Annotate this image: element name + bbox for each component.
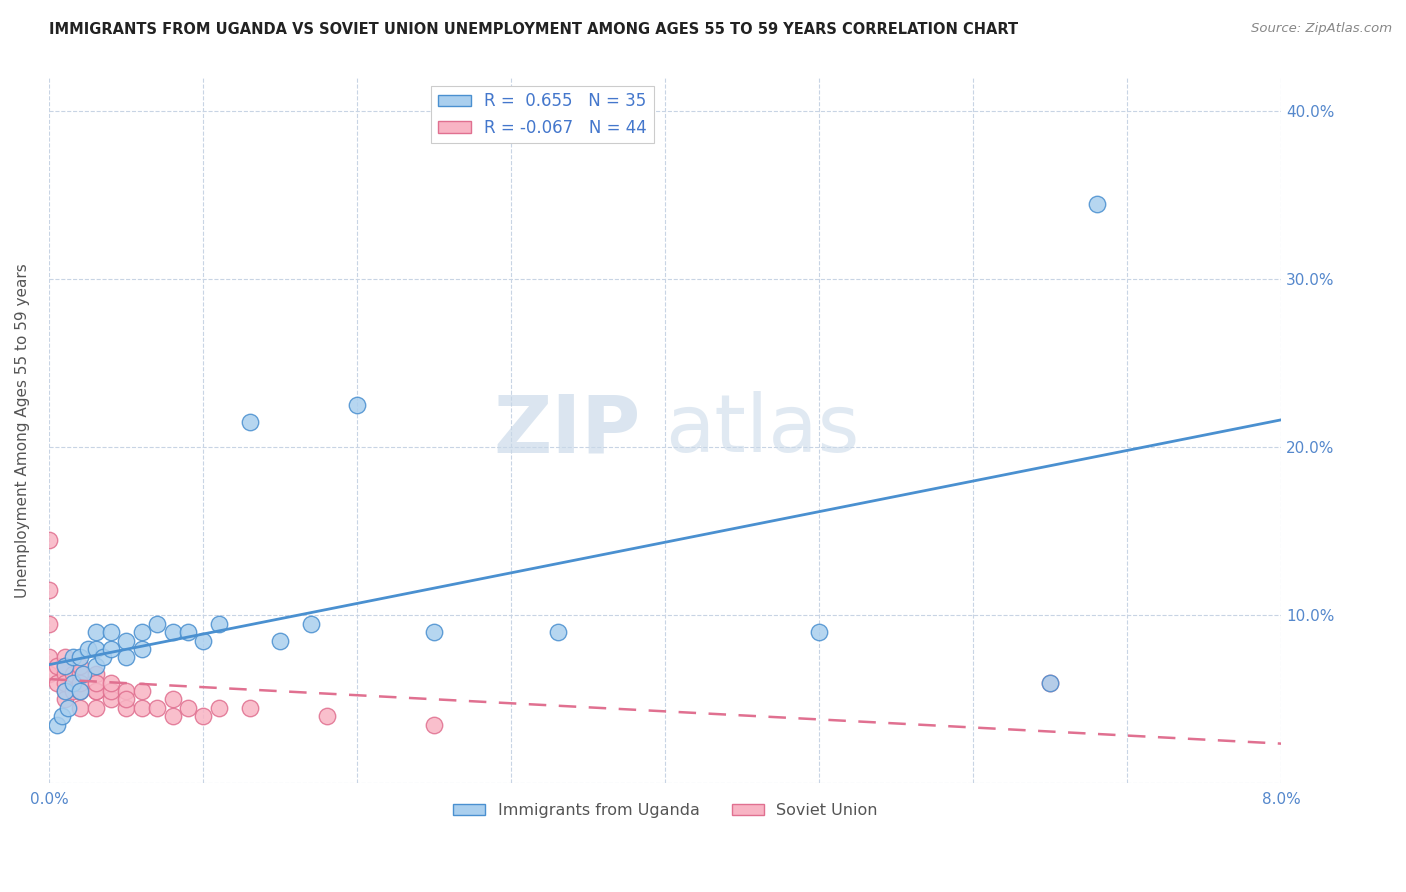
Point <box>46 658 69 673</box>
Point <box>46 717 69 731</box>
Point <box>115 700 138 714</box>
Point <box>69 658 91 673</box>
Point <box>1039 675 1062 690</box>
Point <box>38 583 60 598</box>
Point <box>423 717 446 731</box>
Point <box>38 667 60 681</box>
Point <box>56 700 79 714</box>
Point <box>69 684 91 698</box>
Point <box>131 684 153 698</box>
Point <box>115 650 138 665</box>
Point <box>72 667 94 681</box>
Point <box>62 667 84 681</box>
Point <box>84 625 107 640</box>
Point <box>69 675 91 690</box>
Text: IMMIGRANTS FROM UGANDA VS SOVIET UNION UNEMPLOYMENT AMONG AGES 55 TO 59 YEARS CO: IMMIGRANTS FROM UGANDA VS SOVIET UNION U… <box>49 22 1018 37</box>
Text: atlas: atlas <box>665 392 860 469</box>
Point <box>299 616 322 631</box>
Point <box>69 684 91 698</box>
Point <box>177 625 200 640</box>
Point <box>53 650 76 665</box>
Y-axis label: Unemployment Among Ages 55 to 59 years: Unemployment Among Ages 55 to 59 years <box>15 263 30 598</box>
Point <box>69 650 91 665</box>
Point <box>423 625 446 640</box>
Text: Source: ZipAtlas.com: Source: ZipAtlas.com <box>1251 22 1392 36</box>
Point <box>46 675 69 690</box>
Point <box>62 675 84 690</box>
Point <box>115 684 138 698</box>
Point <box>62 650 84 665</box>
Point <box>162 625 184 640</box>
Point <box>146 700 169 714</box>
Point <box>239 700 262 714</box>
Point <box>53 675 76 690</box>
Point <box>346 398 368 412</box>
Point <box>38 616 60 631</box>
Point <box>84 675 107 690</box>
Point <box>93 650 115 665</box>
Point <box>84 641 107 656</box>
Point <box>100 641 122 656</box>
Point <box>62 684 84 698</box>
Point <box>162 692 184 706</box>
Point <box>269 633 291 648</box>
Point <box>208 616 231 631</box>
Point <box>53 692 76 706</box>
Point <box>69 700 91 714</box>
Point <box>808 625 831 640</box>
Point <box>51 709 73 723</box>
Point <box>38 650 60 665</box>
Point <box>100 675 122 690</box>
Point <box>177 700 200 714</box>
Point <box>84 684 107 698</box>
Point <box>100 692 122 706</box>
Point <box>77 641 100 656</box>
Point <box>131 625 153 640</box>
Point <box>193 633 215 648</box>
Point <box>69 667 91 681</box>
Point <box>84 684 107 698</box>
Point <box>547 625 569 640</box>
Point <box>53 667 76 681</box>
Point <box>53 658 76 673</box>
Point <box>162 709 184 723</box>
Point <box>100 684 122 698</box>
Point <box>53 684 76 698</box>
Point <box>84 667 107 681</box>
Point <box>69 684 91 698</box>
Text: ZIP: ZIP <box>494 392 641 469</box>
Point <box>100 625 122 640</box>
Point <box>1085 196 1108 211</box>
Point <box>239 415 262 429</box>
Point <box>193 709 215 723</box>
Point <box>84 658 107 673</box>
Point <box>208 700 231 714</box>
Point <box>53 658 76 673</box>
Point <box>315 709 337 723</box>
Point <box>38 533 60 547</box>
Point <box>146 616 169 631</box>
Point <box>53 684 76 698</box>
Legend: Immigrants from Uganda, Soviet Union: Immigrants from Uganda, Soviet Union <box>447 797 884 825</box>
Point <box>115 633 138 648</box>
Point <box>84 700 107 714</box>
Point <box>131 700 153 714</box>
Point <box>1039 675 1062 690</box>
Point <box>115 692 138 706</box>
Point <box>131 641 153 656</box>
